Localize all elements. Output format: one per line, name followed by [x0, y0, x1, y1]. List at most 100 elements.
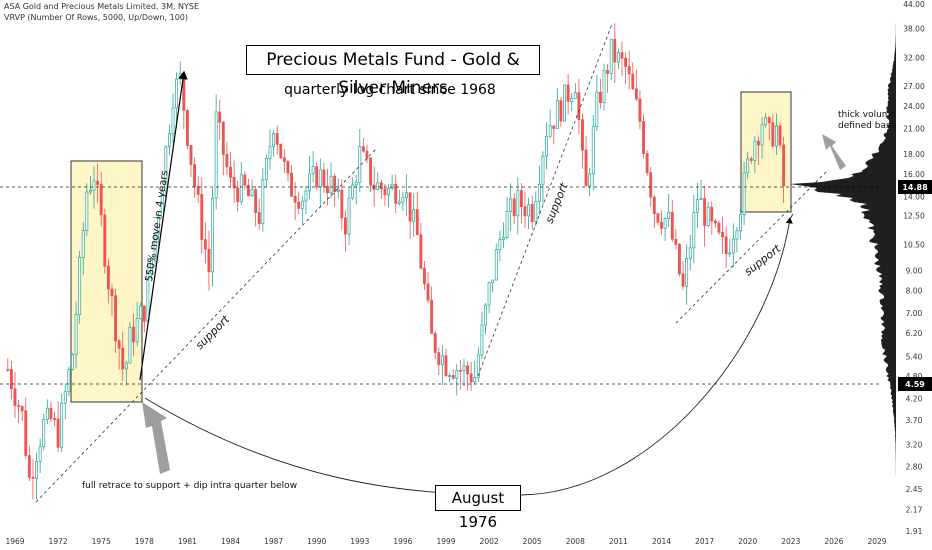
candle-body	[757, 140, 760, 146]
candle-body	[706, 206, 710, 226]
candle-body	[344, 217, 347, 235]
candle-body	[408, 192, 412, 222]
y-tick-label: 2.45	[906, 485, 923, 494]
candle-body	[6, 368, 10, 371]
candle-body	[67, 369, 71, 392]
candle-body	[336, 189, 340, 192]
candle-body	[602, 69, 606, 103]
candle-body	[38, 446, 42, 462]
candle-body	[620, 52, 624, 59]
x-tick-label: 2026	[824, 537, 843, 546]
candle-body	[53, 418, 56, 420]
candle-body	[24, 410, 28, 456]
y-tick-label: 6.20	[906, 329, 923, 338]
support-line-1	[35, 148, 377, 503]
candle-body	[257, 212, 261, 225]
candle-body	[678, 244, 681, 275]
small-arrow-2020	[787, 213, 794, 223]
price-badge-14-88-bg	[898, 180, 932, 194]
candle-body	[71, 354, 74, 370]
candle-body	[548, 125, 552, 137]
candle-body	[487, 282, 491, 306]
x-tick-label: 2023	[781, 537, 800, 546]
candle-body	[78, 257, 82, 315]
candle-body	[279, 143, 283, 159]
candle-body	[114, 295, 117, 342]
candle-body	[480, 324, 484, 356]
candle-body	[311, 166, 315, 175]
candle-body	[660, 221, 663, 229]
candle-body	[304, 190, 308, 202]
candle-body	[193, 164, 197, 187]
candle-body	[365, 150, 369, 159]
candle-body	[519, 190, 523, 208]
candle-body	[390, 183, 394, 189]
candle-body	[35, 461, 38, 479]
candle-body	[649, 172, 653, 198]
candle-body	[753, 140, 757, 161]
candle-body	[498, 239, 502, 251]
candle-body	[175, 78, 179, 109]
candle-body	[236, 187, 240, 203]
candle-body	[771, 122, 775, 147]
candle-body	[300, 200, 304, 209]
candle-body	[139, 305, 143, 319]
candle-body	[164, 146, 168, 192]
candle-body	[268, 146, 272, 159]
candle-body	[440, 355, 444, 366]
candle-body	[573, 92, 577, 99]
candle-body	[537, 183, 541, 202]
candle-body	[405, 192, 408, 199]
candle-body	[624, 57, 628, 67]
x-tick-label: 2002	[480, 537, 499, 546]
candle-body	[160, 190, 164, 218]
x-tick-label: 1978	[135, 537, 154, 546]
candle-body	[437, 352, 441, 366]
candle-body	[638, 98, 642, 122]
candle-body	[42, 419, 46, 448]
candle-body	[670, 211, 674, 240]
y-tick-label: 10.50	[903, 241, 925, 250]
candle-body	[207, 248, 211, 273]
august-1976-arc	[144, 217, 793, 496]
candle-body	[128, 326, 132, 364]
x-tick-label: 1972	[49, 537, 68, 546]
y-tick-label: 21.00	[903, 124, 925, 133]
candle-body	[354, 182, 358, 186]
y-tick-label: 18.00	[903, 150, 925, 159]
y-tick-label: 3.20	[906, 440, 923, 449]
candle-body	[221, 121, 225, 155]
candle-body	[642, 121, 645, 154]
candle-body	[286, 161, 290, 174]
candle-body	[92, 180, 96, 191]
candle-body	[713, 220, 717, 224]
candle-body	[340, 189, 344, 219]
candle-body	[361, 146, 365, 152]
candle-body	[764, 117, 768, 126]
candle-body	[631, 73, 635, 90]
candle-body	[502, 237, 505, 240]
candle-body	[275, 133, 279, 145]
candle-body	[541, 155, 545, 185]
candle-body	[739, 214, 742, 232]
x-tick-label: 1996	[393, 537, 412, 546]
candle-body	[444, 355, 448, 376]
candle-body	[196, 186, 200, 195]
candle-body	[599, 91, 602, 103]
candle-body	[239, 174, 243, 203]
candle-body	[609, 38, 613, 74]
candle-body	[466, 365, 469, 375]
y-axis: 44.00 38.00 32.00 27.00 24.00 21.00 18.00 16.00…	[903, 0, 925, 536]
candle-body	[595, 91, 599, 127]
candle-body	[433, 332, 437, 353]
candle-body	[552, 125, 556, 129]
candle-body	[397, 201, 401, 204]
candle-body	[415, 209, 419, 236]
candle-body	[110, 288, 114, 297]
candle-body	[717, 222, 721, 233]
support-label-3: support	[742, 242, 784, 279]
chart-title-box: Precious Metals Fund - Gold & Silver Min…	[246, 45, 540, 98]
candle-body	[782, 144, 786, 187]
candle-body	[473, 377, 477, 383]
candle-body	[124, 362, 128, 370]
